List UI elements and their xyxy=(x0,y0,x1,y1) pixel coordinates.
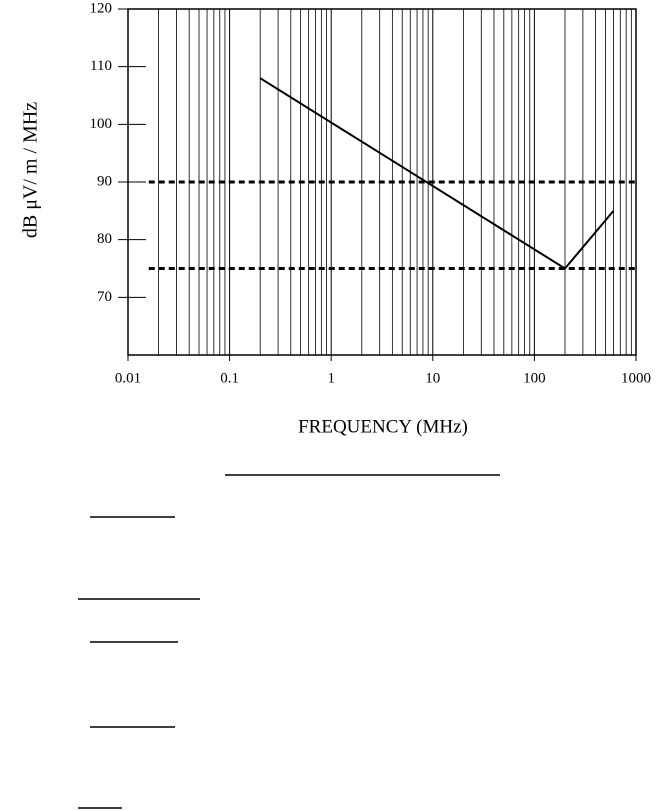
x-tick-label: 1000 xyxy=(621,370,651,386)
y-tick-label: 120 xyxy=(90,0,113,16)
x-tick-label: 1 xyxy=(327,370,335,386)
y-tick-label: 90 xyxy=(97,173,112,189)
y-axis-label: dB μV/ m / MHz xyxy=(20,102,42,238)
plot-frame xyxy=(127,8,637,356)
x-tick-label: 100 xyxy=(523,370,546,386)
x-tick-label: 0.1 xyxy=(220,370,239,386)
blank-lines xyxy=(78,474,500,809)
y-tick-label: 100 xyxy=(90,116,113,132)
data-line xyxy=(259,77,615,270)
x-tick-label: 10 xyxy=(425,370,440,386)
y-tick-label: 80 xyxy=(97,231,112,247)
x-axis-label: FREQUENCY (MHz) xyxy=(298,416,468,437)
y-tick-label: 70 xyxy=(97,289,112,305)
y-tick-label: 110 xyxy=(90,58,112,74)
x-tick-label: 0.01 xyxy=(115,370,141,386)
